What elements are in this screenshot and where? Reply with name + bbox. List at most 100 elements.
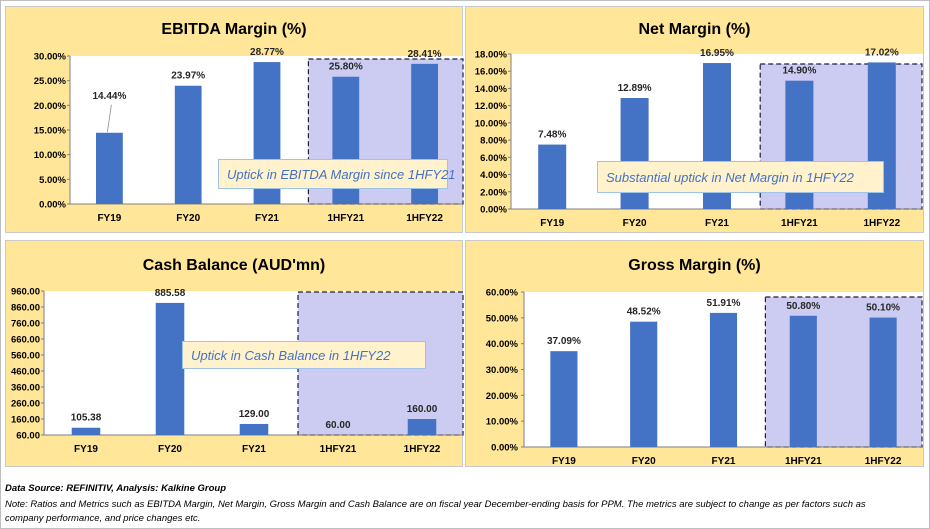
cash-data-label-1HFY22: 160.00: [407, 404, 438, 415]
cash-x-tick-FY21: FY21: [242, 444, 266, 455]
net-data-label-1HFY22: 17.02%: [865, 47, 899, 58]
net-x-tick-FY21: FY21: [705, 218, 729, 229]
net-y-tick-label: 16.00%: [475, 67, 508, 78]
net-callout: Substantial uptick in Net Margin in 1HFY…: [597, 161, 884, 193]
net-y-tick-label: 0.00%: [480, 205, 507, 216]
gross-data-label-1HFY22: 50.10%: [866, 303, 900, 314]
ebitda-y-tick-label: 10.00%: [34, 150, 67, 161]
gross-bar-1HFY22: [869, 317, 897, 447]
cash-y-tick-label: 560.00: [11, 351, 40, 362]
ebitda-y-tick-label: 30.00%: [34, 52, 67, 63]
ebitda-data-label-1HFY22: 28.41%: [408, 49, 442, 60]
cash-y-tick-label: 460.00: [11, 367, 40, 378]
gross-bar-1HFY21: [789, 315, 817, 447]
cash-y-tick-label: 660.00: [11, 335, 40, 346]
net-chart: 0.00% 2.00% 4.00% 6.00% 8.00% 10.00% 12.00% 14.…: [475, 47, 923, 229]
cash-bar-FY19: [71, 427, 101, 435]
gross-plot-area: 0.00% 10.00% 20.00% 30.00% 40.00% 50.00% 60.00…: [486, 288, 923, 467]
gross-x-tick-1HFY21: 1HFY21: [785, 456, 822, 467]
gross-x-tick-FY19: FY19: [552, 456, 576, 467]
ebitda-x-tick-1HFY21: 1HFY21: [327, 213, 364, 224]
gross-y-tick-label: 0.00%: [491, 443, 518, 454]
net-y-tick-label: 10.00%: [475, 118, 508, 129]
ebitda-y-tick-label: 5.00%: [39, 175, 66, 186]
gross-bar-FY20: [630, 321, 658, 447]
net-y-tick-label: 4.00%: [480, 170, 507, 181]
cash-data-label-FY19: 105.38: [71, 413, 102, 424]
gross-bar-FY21: [709, 312, 738, 447]
ebitda-data-label-FY21: 28.77%: [250, 47, 284, 58]
ebitda-panel: EBITDA Margin (%) 0.00% 5.00% 10.00% 15.00%…: [5, 6, 464, 233]
cash-callout: Uptick in Cash Balance in 1HFY22: [182, 341, 426, 369]
net-data-label-1HFY21: 14.90%: [782, 66, 816, 77]
net-x-tick-1HFY22: 1HFY22: [863, 218, 900, 229]
net-x-tick-FY20: FY20: [623, 218, 647, 229]
cash-y-tick-label: 760.00: [11, 319, 40, 330]
cash-y-tick-label: 360.00: [11, 383, 40, 394]
cash-data-label-FY20: 885.58: [155, 288, 186, 299]
cash-title: Cash Balance (AUD'mn): [142, 257, 326, 274]
net-x-tick-1HFY21: 1HFY21: [781, 218, 818, 229]
gross-data-label-FY20: 48.52%: [627, 307, 661, 318]
net-y-tick-label: 12.00%: [475, 101, 508, 112]
cash-x-tick-1HFY21: 1HFY21: [320, 444, 357, 455]
cash-y-tick-label: 160.00: [11, 415, 40, 426]
ebitda-leader-line: [107, 104, 112, 132]
cash-y-tick-label: 960.00: [11, 287, 40, 298]
ebitda-data-label-FY20: 23.97%: [171, 71, 205, 82]
ebitda-y-tick-label: 20.00%: [34, 101, 67, 112]
source-text: Data Source: REFINITIV, Analysis: Kalkin…: [5, 483, 227, 494]
gross-x-tick-1HFY22: 1HFY22: [865, 456, 902, 467]
footer-note-line1: Note: Ratios and Metrics such as EBITDA …: [5, 499, 866, 510]
gross-chart: 0.00% 10.00% 20.00% 30.00% 40.00% 50.00% 60.00…: [486, 288, 923, 467]
cash-y-tick-label: 860.00: [11, 303, 40, 314]
ebitda-callout: Uptick in EBITDA Margin since 1HFY21: [218, 159, 456, 189]
cash-data-label-1HFY21: 60.00: [325, 420, 350, 431]
ebitda-bar-FY19: [96, 132, 123, 204]
gross-bar-FY19: [550, 351, 578, 447]
cash-bar-FY21: [239, 423, 269, 435]
net-title: Net Margin (%): [638, 21, 751, 38]
footer-source: Data Source: REFINITIV, Analysis: Kalkin…: [5, 483, 226, 494]
cash-y-tick-label: 260.00: [11, 399, 40, 410]
gross-y-tick-label: 40.00%: [486, 339, 519, 350]
net-y-tick-label: 2.00%: [480, 187, 507, 198]
ebitda-data-label-FY19: 14.44%: [92, 91, 126, 102]
footer-note-line2: company performance, and price changes e…: [5, 513, 201, 524]
ebitda-x-tick-FY19: FY19: [97, 213, 121, 224]
cash-bar-FY20: [155, 302, 185, 435]
cash-panel: Cash Balance (AUD'mn) 60.00 160.00 260.00 3…: [5, 240, 464, 467]
net-data-label-FY21: 16.95%: [700, 48, 734, 59]
net-y-tick-label: 18.00%: [475, 50, 508, 61]
net-panel: Net Margin (%) 0.00% 2.00% 4.00% 6.00% 8.00%…: [465, 6, 924, 233]
ebitda-x-tick-FY21: FY21: [255, 213, 279, 224]
gross-y-tick-label: 50.00%: [486, 313, 519, 324]
ebitda-x-tick-1HFY22: 1HFY22: [406, 213, 443, 224]
net-x-tick-FY19: FY19: [540, 218, 564, 229]
gross-y-tick-label: 10.00%: [486, 417, 519, 428]
cash-data-label-FY21: 129.00: [239, 409, 270, 420]
ebitda-x-tick-FY20: FY20: [176, 213, 200, 224]
cash-chart: 60.00 160.00 260.00 360.00 460.00 560.00 660.0…: [11, 287, 464, 455]
cash-bar-1HFY22: [407, 419, 437, 435]
cash-x-tick-1HFY22: 1HFY22: [404, 444, 441, 455]
gross-data-label-FY21: 51.91%: [707, 298, 741, 309]
ebitda-chart: 0.00% 5.00% 10.00% 15.00% 20.00% 25.00% 30.00%…: [34, 47, 464, 224]
net-data-label-FY20: 12.89%: [618, 83, 652, 94]
net-data-label-FY19: 7.48%: [538, 130, 566, 141]
gross-x-tick-FY21: FY21: [712, 456, 736, 467]
ebitda-y-tick-label: 0.00%: [39, 200, 66, 211]
gross-y-tick-label: 20.00%: [486, 391, 519, 402]
gross-y-tick-label: 30.00%: [486, 365, 519, 376]
gross-panel: Gross Margin (%) 0.00% 10.00% 20.00% 30.00%…: [465, 240, 924, 467]
cash-x-tick-FY19: FY19: [74, 444, 98, 455]
gross-x-tick-FY20: FY20: [632, 456, 656, 467]
cash-y-tick-label: 60.00: [16, 431, 40, 442]
gross-title: Gross Margin (%): [628, 257, 761, 274]
gross-data-label-FY19: 37.09%: [547, 336, 581, 347]
ebitda-bar-FY20: [174, 85, 202, 204]
gross-highlight-box: [764, 296, 923, 448]
cash-x-tick-FY20: FY20: [158, 444, 182, 455]
ebitda-y-tick-label: 25.00%: [34, 76, 67, 87]
ebitda-title: EBITDA Margin (%): [161, 21, 307, 38]
